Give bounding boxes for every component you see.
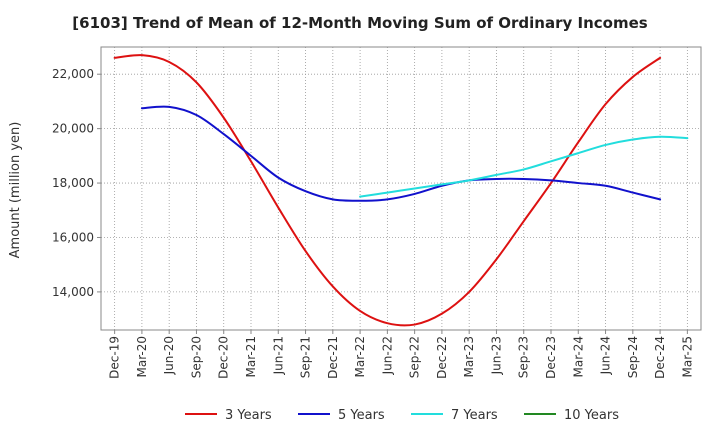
x-tick-label: Jun-20: [162, 336, 176, 375]
legend-label: 3 Years: [225, 408, 272, 423]
x-tick-label: Mar-21: [244, 336, 258, 377]
x-tick-label: Jun-24: [599, 336, 613, 375]
x-tick-label: Dec-24: [653, 336, 667, 379]
x-tick-label: Mar-24: [571, 336, 585, 377]
x-tick-label: Jun-22: [380, 336, 394, 375]
legend-label: 7 Years: [451, 408, 498, 423]
x-tick-label: Dec-23: [544, 336, 558, 379]
x-tick-label: Sep-24: [626, 336, 640, 378]
x-tick-label: Sep-22: [408, 336, 422, 378]
x-tick-label: Mar-23: [462, 336, 476, 377]
plot-frame: [100, 46, 702, 331]
x-tick-label: Dec-19: [108, 336, 122, 379]
x-tick-label: Sep-21: [299, 336, 313, 378]
grid-layer: [101, 47, 701, 330]
y-tick-label: 20,000: [52, 122, 94, 136]
x-tick-label: Dec-21: [326, 336, 340, 379]
legend: 3 Years 5 Years 7 Years 10 Years: [185, 408, 619, 423]
y-axis-label: Amount (million yen): [8, 122, 23, 259]
series-line-3-years: [113, 54, 662, 327]
y-axis-ticks: 14,000 16,000 18,000 20,000 22,000: [52, 67, 101, 299]
legend-label: 10 Years: [564, 408, 619, 423]
x-tick-label: Sep-23: [517, 336, 531, 378]
x-tick-label: Jun-23: [489, 336, 503, 375]
series-line-7-years: [359, 135, 689, 198]
chart-title: [6103] Trend of Mean of 12-Month Moving …: [72, 14, 647, 32]
x-tick-label: Mar-25: [680, 336, 694, 377]
y-tick-label: 22,000: [52, 67, 94, 81]
y-tick-label: 16,000: [52, 230, 94, 244]
x-axis-ticks: Dec-19 Mar-20 Jun-20 Sep-20 Dec-20 Mar-21 Jun-…: [108, 330, 694, 379]
x-tick-label: Dec-22: [435, 336, 449, 379]
x-tick-label: Jun-21: [271, 336, 285, 375]
x-tick-label: Mar-20: [135, 336, 149, 377]
legend-label: 5 Years: [338, 408, 385, 423]
y-tick-label: 14,000: [52, 285, 94, 299]
x-tick-label: Mar-22: [353, 336, 367, 377]
x-tick-label: Sep-20: [189, 336, 203, 378]
x-tick-label: Dec-20: [217, 336, 231, 379]
y-tick-label: 18,000: [52, 176, 94, 190]
series-line-5-years: [140, 105, 662, 202]
series-layer: [113, 54, 689, 327]
